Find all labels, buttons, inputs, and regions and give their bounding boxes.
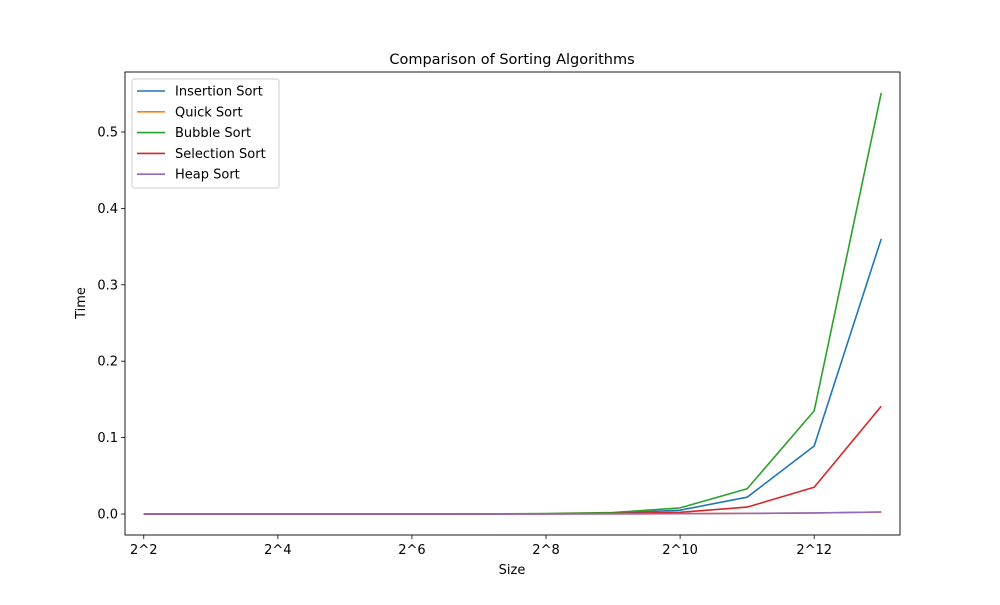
legend-label: Selection Sort xyxy=(175,147,266,162)
plot-area: 2^2 2^4 2^6 2^8 2^10 2^12 0.0 0.1 0.2 0.3 0.4 0.5 In… xyxy=(97,71,901,558)
y-tick-label: 0.0 xyxy=(97,507,118,522)
x-tick-label: 2^10 xyxy=(662,543,698,558)
series-line-heap-sort xyxy=(143,511,882,515)
x-tick-label: 2^12 xyxy=(796,543,832,558)
x-tick-label: 2^4 xyxy=(264,543,291,558)
legend-label: Quick Sort xyxy=(175,105,243,120)
y-tick-label: 0.2 xyxy=(97,355,118,370)
x-tick-label: 2^6 xyxy=(398,543,425,558)
x-axis-label: Size xyxy=(499,563,526,578)
chart-title: Comparison of Sorting Algorithms xyxy=(389,52,634,68)
legend-label: Bubble Sort xyxy=(175,126,251,141)
axes-frame xyxy=(124,71,901,536)
x-tick-label: 2^2 xyxy=(130,543,157,558)
legend-label: Insertion Sort xyxy=(175,85,263,100)
legend-box xyxy=(131,78,280,189)
y-axis-label: Time xyxy=(74,287,89,320)
x-tick-label: 2^8 xyxy=(532,543,559,558)
y-tick-label: 0.5 xyxy=(97,125,118,140)
y-tick-label: 0.1 xyxy=(97,431,118,446)
y-tick-label: 0.3 xyxy=(97,278,118,293)
legend: Insertion Sort Quick Sort Bubble Sort Selec… xyxy=(131,78,280,189)
legend-label: Heap Sort xyxy=(175,168,240,183)
y-tick-label: 0.4 xyxy=(97,202,118,217)
